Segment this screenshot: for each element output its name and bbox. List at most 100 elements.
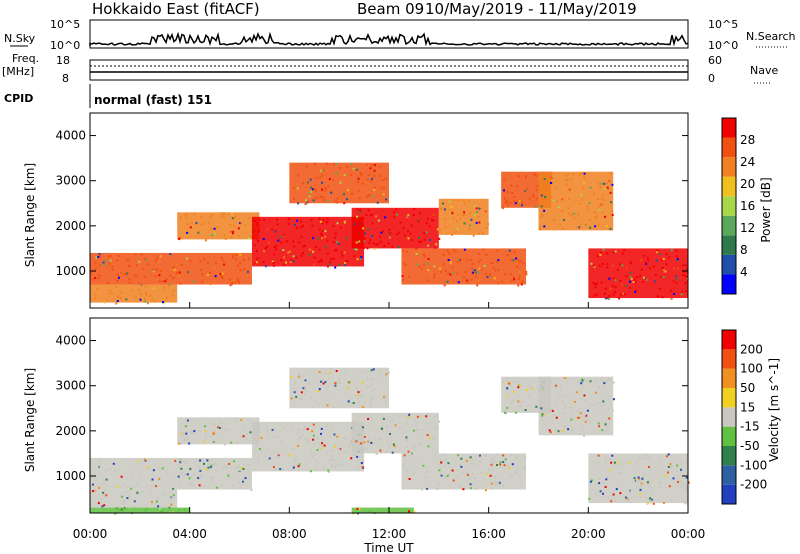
heatmap-cell xyxy=(370,164,373,167)
heatmap-cell xyxy=(324,187,327,189)
heatmap-cell xyxy=(505,200,508,202)
heatmap-cell xyxy=(145,507,148,510)
heatmap-cell xyxy=(604,297,607,300)
heatmap-cell xyxy=(614,285,617,288)
heatmap-cell xyxy=(310,396,313,399)
heatmap-cell xyxy=(288,454,291,457)
heatmap-cell xyxy=(246,433,249,436)
heatmap-cell xyxy=(672,280,675,283)
heatmap-cell xyxy=(354,223,357,226)
heatmap-cell xyxy=(520,283,523,286)
heatmap-cell xyxy=(573,217,576,220)
heatmap-cell xyxy=(595,391,597,394)
heatmap-cell xyxy=(161,280,164,283)
heatmap-cell xyxy=(407,476,410,478)
heatmap-cell xyxy=(451,233,453,236)
heatmap-cell xyxy=(609,172,612,175)
heatmap-cell xyxy=(633,278,636,281)
heatmap-cell xyxy=(515,457,518,460)
heatmap-cell xyxy=(158,478,161,480)
heatmap-cell xyxy=(322,218,325,221)
heatmap-cell xyxy=(629,275,632,278)
heatmap-cell xyxy=(155,500,158,503)
heatmap-cell xyxy=(389,433,391,435)
heatmap-cell xyxy=(357,401,360,404)
heatmap-cell xyxy=(365,214,368,216)
heatmap-cell xyxy=(352,375,354,377)
heatmap-cell xyxy=(126,272,129,275)
heatmap-cell xyxy=(116,295,119,298)
heatmap-cell xyxy=(449,261,452,264)
heatmap-cell xyxy=(655,251,658,254)
heatmap-cell xyxy=(391,245,394,248)
heatmap-cell xyxy=(104,469,107,472)
heatmap-cell xyxy=(157,485,160,488)
heatmap-cell xyxy=(547,189,550,191)
heatmap-cell xyxy=(356,215,358,218)
heatmap-cell xyxy=(425,422,428,425)
heatmap-cell xyxy=(359,405,362,408)
heatmap-cell xyxy=(509,454,512,457)
heatmap-cell xyxy=(598,401,601,404)
heatmap-cell xyxy=(345,393,348,396)
heatmap-cell xyxy=(322,169,325,172)
heatmap-cell xyxy=(570,178,573,180)
heatmap-cell xyxy=(293,197,295,200)
heatmap-cell xyxy=(606,407,609,410)
heatmap-cell xyxy=(107,292,110,295)
heatmap-cell xyxy=(326,239,329,242)
heatmap-cell xyxy=(643,457,646,460)
colorbar-swatch xyxy=(722,235,736,255)
heatmap-cell xyxy=(226,429,229,431)
heatmap-cell xyxy=(450,205,453,208)
heatmap-cell xyxy=(685,488,688,491)
heatmap-cell xyxy=(292,187,295,190)
heatmap-cell xyxy=(397,246,400,248)
heatmap-cell xyxy=(484,210,487,213)
heatmap-cell xyxy=(297,432,300,435)
heatmap-cell xyxy=(595,293,598,296)
heatmap-cell xyxy=(438,463,441,466)
heatmap-cell xyxy=(585,414,588,417)
heatmap-cell xyxy=(406,413,409,416)
heatmap-cell xyxy=(138,260,141,263)
heatmap-cell xyxy=(625,284,628,287)
heatmap-cell xyxy=(544,196,546,198)
heatmap-cell xyxy=(258,448,261,450)
heatmap-cell xyxy=(239,253,242,256)
heatmap-cell xyxy=(189,260,192,262)
heatmap-cell xyxy=(125,298,128,301)
heatmap-cell xyxy=(608,295,611,297)
heatmap-cell xyxy=(255,261,258,264)
heatmap-cell xyxy=(343,221,346,224)
heatmap-cell xyxy=(182,432,185,435)
heatmap-cell xyxy=(222,467,225,470)
heatmap-cell xyxy=(550,195,552,198)
heatmap-cell xyxy=(276,223,279,226)
heatmap-cell xyxy=(420,268,423,270)
heatmap-cell xyxy=(466,279,469,282)
heatmap-cell xyxy=(391,420,394,423)
heatmap-cell xyxy=(580,382,583,385)
colorbar-tick-label: 100 xyxy=(740,362,763,376)
heatmap-cell xyxy=(274,230,277,233)
heatmap-cell xyxy=(343,451,346,454)
heatmap-cell xyxy=(136,460,139,462)
heatmap-cell xyxy=(620,293,623,296)
heatmap-cell xyxy=(293,391,296,394)
heatmap-cell xyxy=(422,464,425,467)
heatmap-cell xyxy=(496,249,499,252)
heatmap-cell xyxy=(675,282,678,284)
heatmap-cell xyxy=(451,209,454,212)
heatmap-cell xyxy=(669,463,672,466)
heatmap-cell xyxy=(416,263,419,266)
heatmap-cell xyxy=(228,278,231,281)
heatmap-cell xyxy=(433,265,436,268)
heatmap-cell xyxy=(162,494,165,497)
heatmap-cell xyxy=(368,404,371,407)
heatmap-cell xyxy=(244,463,247,466)
heatmap-cell xyxy=(446,475,449,477)
heatmap-cell xyxy=(580,194,583,197)
heatmap-cell xyxy=(359,208,362,211)
heatmap-cell xyxy=(607,378,610,381)
